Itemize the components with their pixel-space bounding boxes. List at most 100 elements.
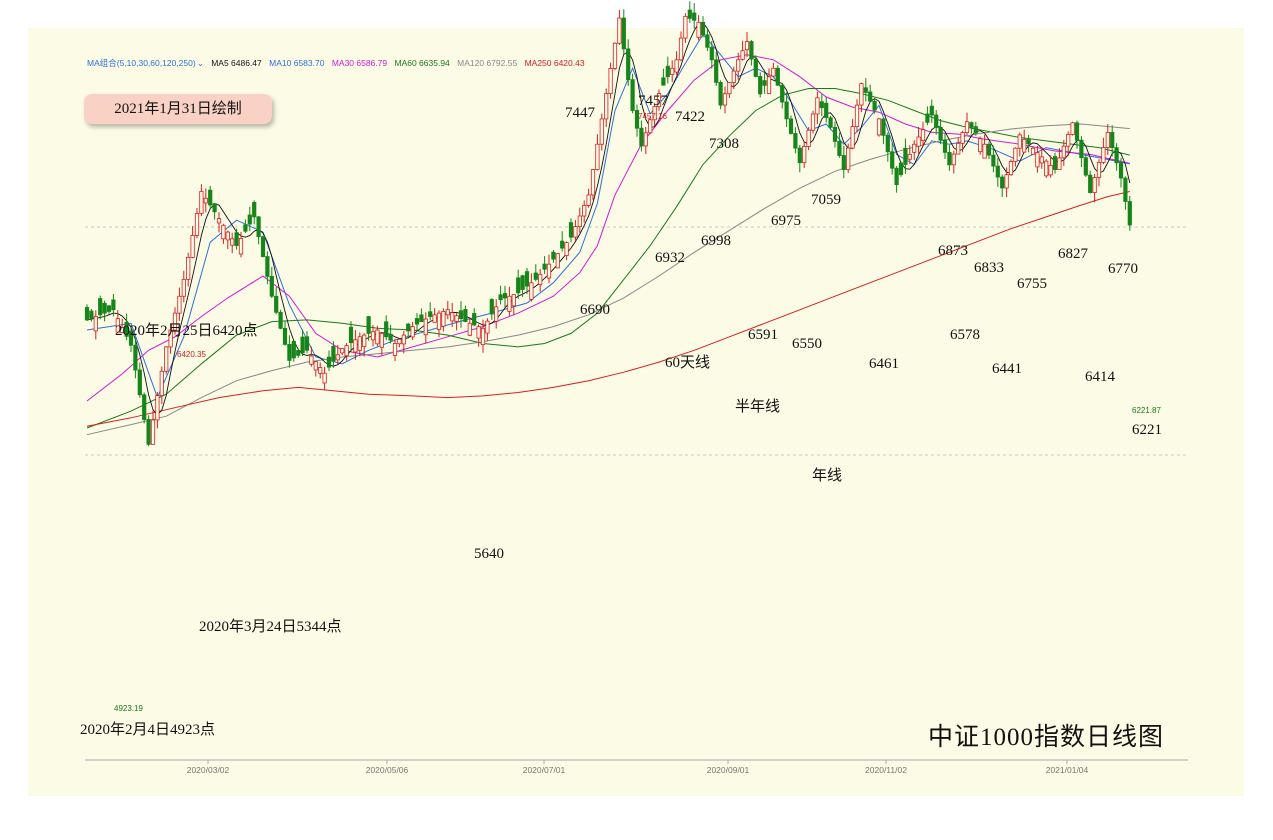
candle-body bbox=[573, 226, 578, 238]
extreme-label-hi2: 7457.16 bbox=[638, 112, 667, 121]
candle-body bbox=[639, 127, 644, 147]
candle bbox=[604, 88, 609, 127]
candle-body bbox=[643, 132, 648, 147]
candle-body bbox=[230, 238, 235, 246]
candle-body bbox=[331, 346, 336, 362]
candle bbox=[881, 118, 886, 145]
candle bbox=[520, 274, 525, 297]
candle-body bbox=[929, 105, 934, 116]
candle-body bbox=[1017, 134, 1022, 149]
chevron-down-icon[interactable]: ⌄ bbox=[196, 58, 204, 68]
x-tick-label: 2021/01/04 bbox=[1046, 765, 1089, 775]
candle bbox=[854, 99, 860, 133]
candle bbox=[573, 220, 578, 241]
candle-body bbox=[626, 48, 631, 81]
candle-body bbox=[1101, 147, 1106, 163]
candle-body bbox=[969, 122, 974, 128]
candle-body bbox=[586, 194, 591, 206]
candle-body bbox=[903, 147, 908, 165]
candle-body bbox=[1030, 147, 1036, 155]
candle bbox=[164, 346, 169, 375]
candle bbox=[775, 65, 780, 87]
ma-combo-label[interactable]: MA组合(5,10,30,60,120,250) bbox=[87, 58, 196, 68]
candle bbox=[731, 66, 736, 90]
candle-body bbox=[885, 134, 890, 153]
candle bbox=[282, 320, 288, 346]
candle bbox=[476, 324, 481, 347]
candle-body bbox=[1044, 160, 1049, 177]
candle-body bbox=[216, 218, 222, 224]
candle-body bbox=[208, 189, 213, 206]
candle bbox=[771, 62, 776, 78]
candle bbox=[93, 310, 98, 340]
ma-line-ma5 bbox=[86, 21, 1131, 416]
candle-body bbox=[485, 320, 490, 334]
candle bbox=[951, 150, 956, 174]
candle-body bbox=[172, 312, 178, 331]
candle-body bbox=[225, 231, 230, 241]
candle-body bbox=[181, 278, 186, 297]
candle bbox=[445, 300, 450, 320]
candle bbox=[489, 298, 494, 320]
candle-body bbox=[678, 37, 684, 61]
candle bbox=[802, 140, 807, 168]
candle-body bbox=[837, 141, 842, 156]
candle bbox=[507, 286, 512, 317]
candle bbox=[555, 252, 560, 269]
candle bbox=[780, 84, 785, 109]
candle bbox=[665, 56, 670, 84]
candle-body bbox=[450, 312, 455, 322]
candle-body bbox=[810, 113, 816, 131]
candle bbox=[995, 158, 1000, 187]
candle bbox=[714, 51, 719, 86]
annotation-feb4: 2020年2月4日4923点 bbox=[80, 721, 215, 738]
candle-body bbox=[973, 126, 978, 134]
candle bbox=[832, 121, 838, 148]
candle-body bbox=[797, 147, 802, 164]
candle-body bbox=[472, 313, 477, 326]
candle bbox=[1061, 139, 1066, 166]
candle bbox=[419, 308, 424, 322]
candle-body bbox=[318, 367, 323, 374]
candle-body bbox=[401, 334, 406, 345]
candle-body bbox=[555, 253, 560, 269]
annotation-v7457: 7457 bbox=[638, 93, 669, 109]
candle bbox=[458, 301, 464, 328]
annotation-v6414: 6414 bbox=[1085, 369, 1116, 385]
candle-body bbox=[595, 143, 600, 170]
ma-combo-selector[interactable]: MA组合(5,10,30,60,120,250)⌄ bbox=[87, 58, 204, 68]
labels-layer: 2020年2月25日6420点 2020年3月24日5344点 2020年2月4日4… bbox=[80, 93, 1162, 738]
candle bbox=[700, 16, 706, 38]
ma-line-ma120 bbox=[86, 123, 1130, 436]
candle-body bbox=[1105, 132, 1110, 148]
candle bbox=[287, 335, 292, 368]
candle bbox=[718, 80, 723, 110]
candle bbox=[960, 130, 965, 153]
grid-layer bbox=[85, 226, 1187, 456]
annotation-v6441: 6441 bbox=[992, 361, 1022, 377]
candle-body bbox=[1083, 157, 1088, 176]
candle bbox=[463, 305, 468, 323]
candle-body bbox=[538, 273, 543, 285]
candle-body bbox=[824, 102, 829, 118]
annotation-v6975: 6975 bbox=[771, 213, 801, 229]
candle-body bbox=[920, 129, 926, 141]
candle bbox=[318, 362, 323, 379]
candle bbox=[441, 308, 446, 332]
candle bbox=[819, 94, 824, 117]
candle-body bbox=[397, 338, 402, 345]
candle bbox=[370, 324, 376, 347]
candle-body bbox=[1061, 145, 1066, 159]
candle-body bbox=[912, 143, 917, 153]
candle-body bbox=[832, 126, 838, 142]
candle bbox=[172, 307, 178, 335]
candle bbox=[278, 309, 283, 330]
candle-body bbox=[1048, 164, 1053, 176]
candle bbox=[1114, 143, 1119, 171]
candle-body bbox=[291, 340, 296, 359]
candle-body bbox=[335, 354, 340, 361]
candle-body bbox=[551, 251, 556, 260]
ma-legend[interactable]: MA组合(5,10,30,60,120,250)⌄ MA5 6486.47 MA… bbox=[87, 57, 590, 69]
candle bbox=[942, 133, 948, 159]
